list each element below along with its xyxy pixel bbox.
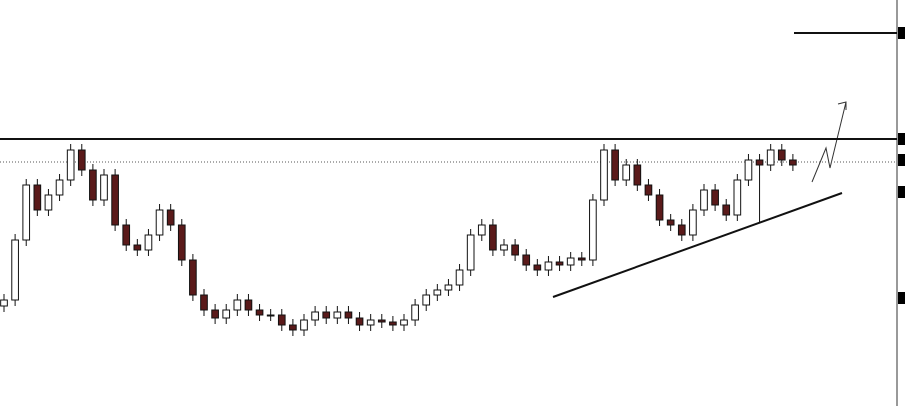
candle-body (633, 164, 642, 186)
candle-body (200, 294, 208, 311)
candle-body (155, 209, 164, 236)
candle-body (355, 317, 364, 326)
candle-body (489, 224, 497, 251)
candle-body (166, 209, 175, 226)
candle-body (266, 314, 275, 317)
candle-body (377, 319, 386, 323)
candle-body (733, 179, 742, 216)
candle-body (555, 261, 564, 266)
candle-body (311, 311, 319, 321)
candle-body (144, 234, 153, 251)
candle-body (722, 204, 731, 216)
candle-body (77, 149, 86, 171)
candle-body (300, 319, 308, 331)
trendline (552, 192, 843, 298)
candle-body (477, 224, 486, 236)
candle-body (389, 321, 397, 326)
candle-body (544, 261, 553, 271)
candle-body (122, 224, 131, 246)
candle-body (677, 224, 686, 236)
candle-body (533, 264, 542, 271)
candle-body (589, 199, 597, 261)
candle-body (655, 194, 664, 221)
candle-body (566, 257, 575, 266)
candle-body (322, 311, 331, 319)
candle-body (411, 304, 419, 321)
candle-body (344, 311, 353, 319)
candle-body (66, 149, 75, 181)
axis-marker (898, 27, 905, 39)
candle-body (522, 254, 531, 266)
candle-body (233, 299, 242, 311)
candle-body (466, 234, 475, 271)
candle-body (33, 184, 42, 211)
projection-arrowhead (837, 101, 847, 110)
candle-body (11, 239, 19, 301)
candle-body (55, 179, 64, 196)
candle-body (789, 159, 797, 166)
candle-body (255, 309, 264, 316)
axis-marker (898, 154, 905, 166)
axis-marker (898, 292, 905, 304)
projection-path (811, 101, 847, 183)
candle-body (177, 224, 186, 261)
candle-body (100, 174, 108, 201)
candle-body (777, 149, 786, 161)
candle-body (333, 311, 342, 319)
axis-marker (898, 186, 905, 198)
candle-body (277, 314, 286, 326)
candle-body (0, 299, 8, 307)
candle-body (611, 149, 619, 181)
candle-body (133, 244, 142, 251)
candle-body (422, 294, 431, 306)
candle-body (744, 159, 753, 181)
candle-body (433, 289, 442, 296)
candle-body (622, 164, 631, 181)
candle-body (711, 189, 719, 206)
candle-body (700, 189, 708, 211)
candle-body (22, 184, 31, 241)
axis-marker (898, 133, 905, 145)
candle-body (755, 159, 764, 166)
candle-body (444, 284, 453, 291)
candle-body (211, 309, 219, 319)
candle-body (766, 149, 775, 166)
candle-body (577, 257, 586, 261)
candle-body (89, 169, 97, 201)
candle-body (455, 269, 464, 286)
candle-body (600, 149, 608, 201)
candle-body (111, 174, 119, 226)
candle-body (400, 319, 408, 326)
candle-body (689, 209, 697, 236)
candle-body (189, 259, 197, 296)
candle-body (222, 309, 231, 319)
candle-body (511, 244, 519, 256)
candle-body (644, 184, 653, 196)
candle-body (44, 194, 53, 211)
candle-body (289, 324, 297, 331)
candle-body (666, 219, 675, 226)
candle-body (500, 244, 508, 251)
candle-body (244, 299, 253, 311)
candle-body (366, 319, 375, 326)
